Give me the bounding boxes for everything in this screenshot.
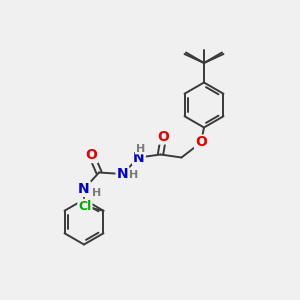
Text: N: N	[78, 182, 90, 196]
Text: N: N	[133, 151, 145, 164]
Text: N: N	[117, 167, 128, 181]
Text: H: H	[129, 169, 138, 180]
Text: H: H	[92, 188, 101, 198]
Text: O: O	[85, 148, 98, 162]
Text: O: O	[195, 136, 207, 149]
Text: Cl: Cl	[78, 200, 92, 213]
Text: O: O	[158, 130, 169, 143]
Text: H: H	[136, 143, 145, 154]
